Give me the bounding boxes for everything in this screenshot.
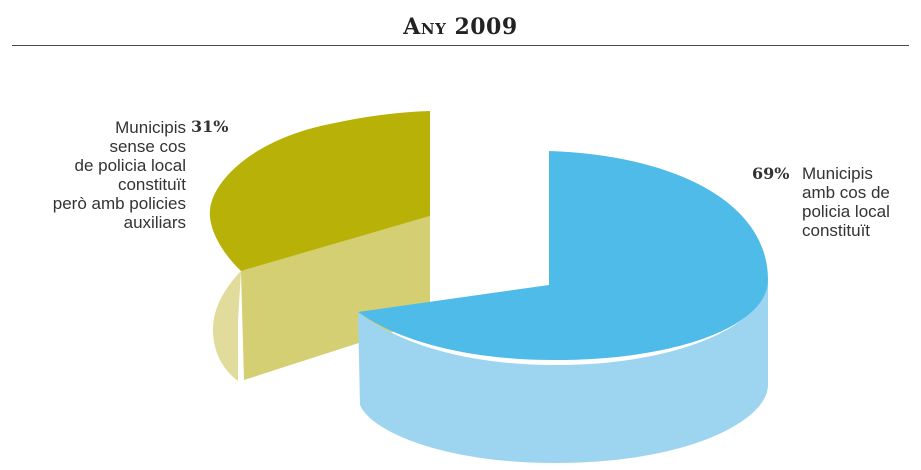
slice-blue-label-line: policia local bbox=[802, 202, 890, 221]
slice-blue-top bbox=[358, 151, 768, 360]
slice-olive-label-line: de policia local bbox=[74, 156, 186, 175]
slice-blue-label: Municipis amb cos de policia local const… bbox=[802, 164, 890, 240]
slice-olive-label-line: sense cos bbox=[109, 137, 186, 156]
slice-olive-side-inner bbox=[241, 216, 430, 380]
slice-blue-label-line: constituït bbox=[802, 221, 871, 240]
slice-blue-label-line: amb cos de bbox=[802, 183, 890, 202]
slice-olive-side-outer bbox=[213, 271, 241, 381]
slice-olive-label: Municipis sense cos de policia local con… bbox=[53, 118, 186, 232]
slice-olive-label-line: Municipis bbox=[115, 118, 186, 137]
slice-olive-top bbox=[209, 111, 430, 271]
title-divider bbox=[12, 45, 909, 46]
slice-olive-label-line: constituït bbox=[117, 175, 186, 194]
chart-title: Any 2009 bbox=[403, 14, 518, 40]
slice-blue-value-label: 69% bbox=[752, 164, 790, 183]
slice-blue-side bbox=[358, 280, 768, 463]
slice-olive-label-line: però amb policies bbox=[52, 194, 186, 213]
slice-olive-value-label: 31% bbox=[191, 117, 229, 136]
slice-olive-label-line: auxiliars bbox=[123, 213, 186, 232]
slice-blue-label-line: Municipis bbox=[802, 164, 873, 183]
